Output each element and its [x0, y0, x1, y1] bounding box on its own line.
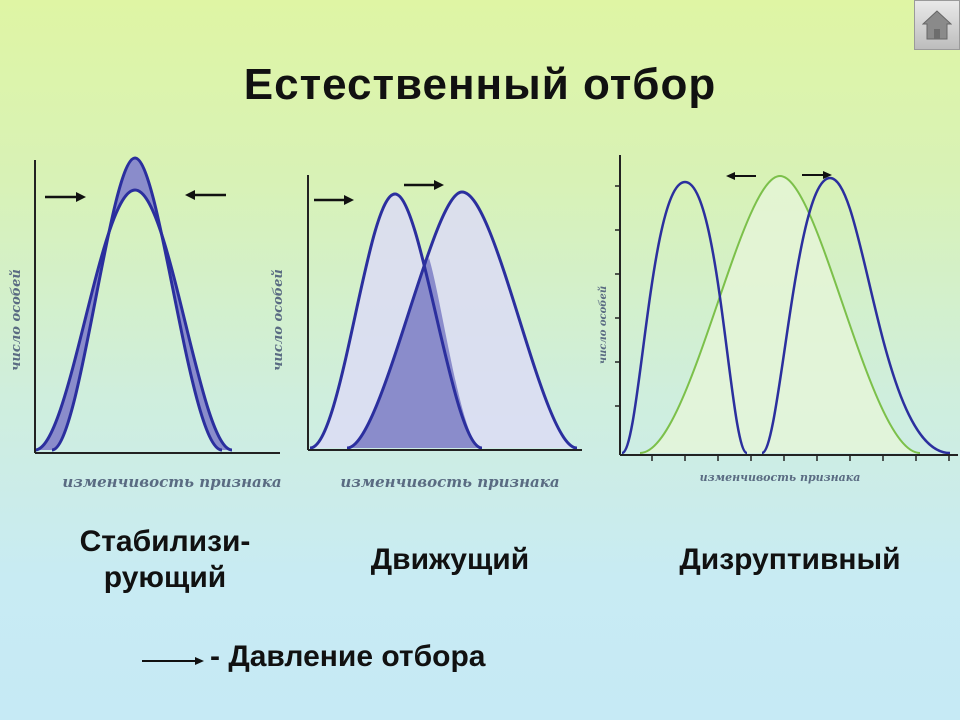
overlap-area	[347, 258, 482, 448]
disruptive-selection-diagram: число особей изменчивость признака	[598, 155, 958, 484]
left-extreme-curve	[620, 180, 749, 455]
original-distribution-area	[640, 176, 920, 453]
stabilizing-caption-line2: рующий	[103, 561, 227, 594]
stabilizing-selection-diagram: число особей изменчивость признака	[9, 156, 282, 491]
y-axis-label: число особей	[271, 269, 286, 371]
page-title: Естественный отбор	[243, 60, 717, 109]
directional-caption: Движущий	[370, 543, 530, 576]
x-axis-ticks	[651, 455, 950, 461]
y-axis-label: число особей	[598, 286, 609, 364]
arrow-right-icon	[142, 657, 204, 665]
stabilizing-caption: Стабилизи- рующий	[40, 524, 290, 596]
directional-selection-diagram: число особей изменчивость признака	[271, 175, 582, 491]
arrow-right-icon	[802, 171, 832, 179]
y-axis-ticks	[615, 185, 620, 407]
home-button[interactable]	[914, 0, 960, 50]
arrow-right-icon	[45, 192, 86, 202]
stabilizing-caption-line1: Стабилизи-	[79, 525, 251, 558]
disruptive-caption: Дизруптивный	[679, 543, 901, 576]
population-curve-wide	[34, 188, 233, 452]
x-axis-label: изменчивость признака	[62, 473, 281, 491]
original-distribution-curve	[309, 192, 483, 450]
eliminated-area	[35, 158, 232, 450]
y-axis-label: число особей	[9, 269, 24, 371]
right-extreme-curve	[760, 176, 951, 455]
arrow-right-icon	[314, 195, 354, 205]
original-distribution-curve	[639, 174, 921, 454]
legend-text: - Давление отбора	[210, 640, 486, 673]
arrow-left-icon	[185, 190, 226, 200]
arrow-right-icon	[404, 180, 444, 190]
shifted-distribution-curve	[346, 190, 578, 450]
x-axis-label: изменчивость признака	[340, 473, 559, 491]
home-icon	[922, 10, 952, 40]
x-axis-label: изменчивость признака	[700, 471, 861, 484]
arrow-left-icon	[726, 172, 756, 180]
population-curve-narrow	[51, 156, 223, 452]
